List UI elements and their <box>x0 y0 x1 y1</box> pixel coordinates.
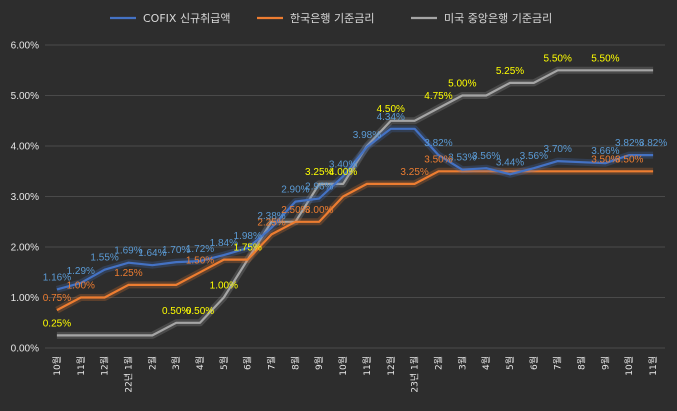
data-label: 3.25% <box>400 167 428 178</box>
data-label: 3.82% <box>639 138 667 149</box>
data-label: 2.50% <box>281 205 309 216</box>
x-tick-label: 11월 <box>75 356 87 376</box>
data-label: 1.72% <box>186 244 214 255</box>
x-tick-label: 12월 <box>385 356 397 376</box>
data-label: 2.25% <box>257 217 285 228</box>
x-tick-label: 6월 <box>242 356 254 370</box>
y-tick-label: 5.00% <box>11 91 39 102</box>
x-tick-label: 8월 <box>289 356 301 370</box>
data-label: 3.98% <box>353 130 381 141</box>
data-label: 1.25% <box>114 268 142 279</box>
data-label: 3.40% <box>329 159 357 170</box>
data-label: 1.98% <box>234 231 262 242</box>
data-label: 1.00% <box>210 281 238 292</box>
data-label: 1.84% <box>210 238 238 249</box>
y-tick-label: 6.00% <box>11 41 39 52</box>
x-tick-label: 9월 <box>313 356 325 370</box>
data-label: 1.00% <box>67 281 95 292</box>
x-tick-label: 11월 <box>361 356 373 376</box>
data-label: 1.70% <box>162 245 190 256</box>
x-tick-label: 2월 <box>146 356 158 370</box>
x-tick-label: 6월 <box>528 356 540 370</box>
y-tick-label: 2.00% <box>11 243 39 254</box>
y-tick-label: 0.00% <box>11 344 39 355</box>
x-tick-label: 23년 1월 <box>409 356 421 393</box>
data-label: 3.70% <box>544 144 572 155</box>
data-label: 3.25% <box>305 167 333 178</box>
data-label: 1.50% <box>186 255 214 266</box>
y-tick-label: 1.00% <box>11 293 39 304</box>
data-label: 3.50% <box>591 154 619 165</box>
series-line <box>56 170 654 312</box>
data-label: 3.00% <box>305 205 333 216</box>
data-label: 2.38% <box>257 211 285 222</box>
legend-label: 미국 중앙은행 기준금리 <box>444 12 552 25</box>
y-axis-labels: 0.00% 1.00% 2.00% 3.00% 4.00% 5.00% 6.00% <box>11 41 39 355</box>
x-tick-label: 5월 <box>218 356 230 370</box>
x-tick-label: 7월 <box>266 356 278 370</box>
series-lines <box>55 66 654 339</box>
data-label: 5.00% <box>448 79 476 90</box>
legend-label: 한국은행 기준금리 <box>290 12 374 25</box>
data-label: 3.82% <box>424 138 452 149</box>
data-label: 3.56% <box>472 151 500 162</box>
x-tick-label: 11월 <box>647 356 659 376</box>
x-tick-label: 10월 <box>337 356 349 376</box>
data-label: 0.25% <box>43 318 71 329</box>
x-tick-label: 7월 <box>552 356 564 370</box>
y-tick-label: 3.00% <box>11 192 39 203</box>
y-tick-label: 4.00% <box>11 142 39 153</box>
legend: COFIX 신규취급액 한국은행 기준금리 미국 중앙은행 기준금리 <box>110 12 552 25</box>
data-label: 1.16% <box>43 272 71 283</box>
data-label: 4.50% <box>377 104 405 115</box>
data-label: 3.66% <box>591 146 619 157</box>
data-label: 2.96% <box>305 182 333 193</box>
data-label: 3.50% <box>424 154 452 165</box>
x-tick-label: 10월 <box>623 356 635 376</box>
x-tick-label: 2월 <box>432 356 444 370</box>
data-label: 4.00% <box>329 167 357 178</box>
x-tick-label: 3월 <box>170 356 182 370</box>
data-label: 4.75% <box>424 91 452 102</box>
data-label: 0.50% <box>162 306 190 317</box>
data-label: 1.75% <box>234 243 262 254</box>
data-label: 3.53% <box>448 153 476 164</box>
data-label: 0.75% <box>43 293 71 304</box>
data-label: 4.34% <box>377 112 405 123</box>
data-label: 2.90% <box>281 185 309 196</box>
data-label: 1.64% <box>138 248 166 259</box>
data-label: 3.82% <box>615 138 643 149</box>
data-labels: 1.16%1.29% 1.55%1.69%1.64%1.70%1.72%1.84%… <box>43 53 668 329</box>
series-glow <box>55 167 654 314</box>
x-tick-label: 8월 <box>576 356 588 370</box>
data-label: 3.56% <box>520 151 548 162</box>
x-tick-label: 9월 <box>599 356 611 370</box>
legend-label: COFIX 신규취급액 <box>143 12 231 25</box>
x-tick-label: 10월 <box>51 356 63 376</box>
data-label: 5.50% <box>544 53 572 64</box>
x-tick-label: 5월 <box>504 356 516 370</box>
data-label: 5.50% <box>591 53 619 64</box>
x-tick-label: 3월 <box>456 356 468 370</box>
data-label: 0.50% <box>186 306 214 317</box>
data-label: 1.55% <box>90 253 118 264</box>
data-label: 1.69% <box>114 246 142 257</box>
data-label: 1.29% <box>67 266 95 277</box>
data-label: 3.50% <box>615 154 643 165</box>
gridlines <box>45 44 665 349</box>
x-tick-label: 22년 1월 <box>122 356 134 393</box>
x-tick-label: 12월 <box>99 356 111 376</box>
x-tick-label: 4월 <box>194 356 206 370</box>
x-tick-label: 4월 <box>480 356 492 370</box>
x-axis-labels: 10월 11월 12월 22년 1월 2월 3월 4월 5월 6월 7월 8월 9월 10월 11월 12월… <box>51 356 659 393</box>
series-glow <box>56 66 654 339</box>
data-label: 3.44% <box>496 157 524 168</box>
series-line <box>56 69 654 337</box>
data-label: 5.25% <box>496 66 524 77</box>
series-line <box>56 127 654 291</box>
